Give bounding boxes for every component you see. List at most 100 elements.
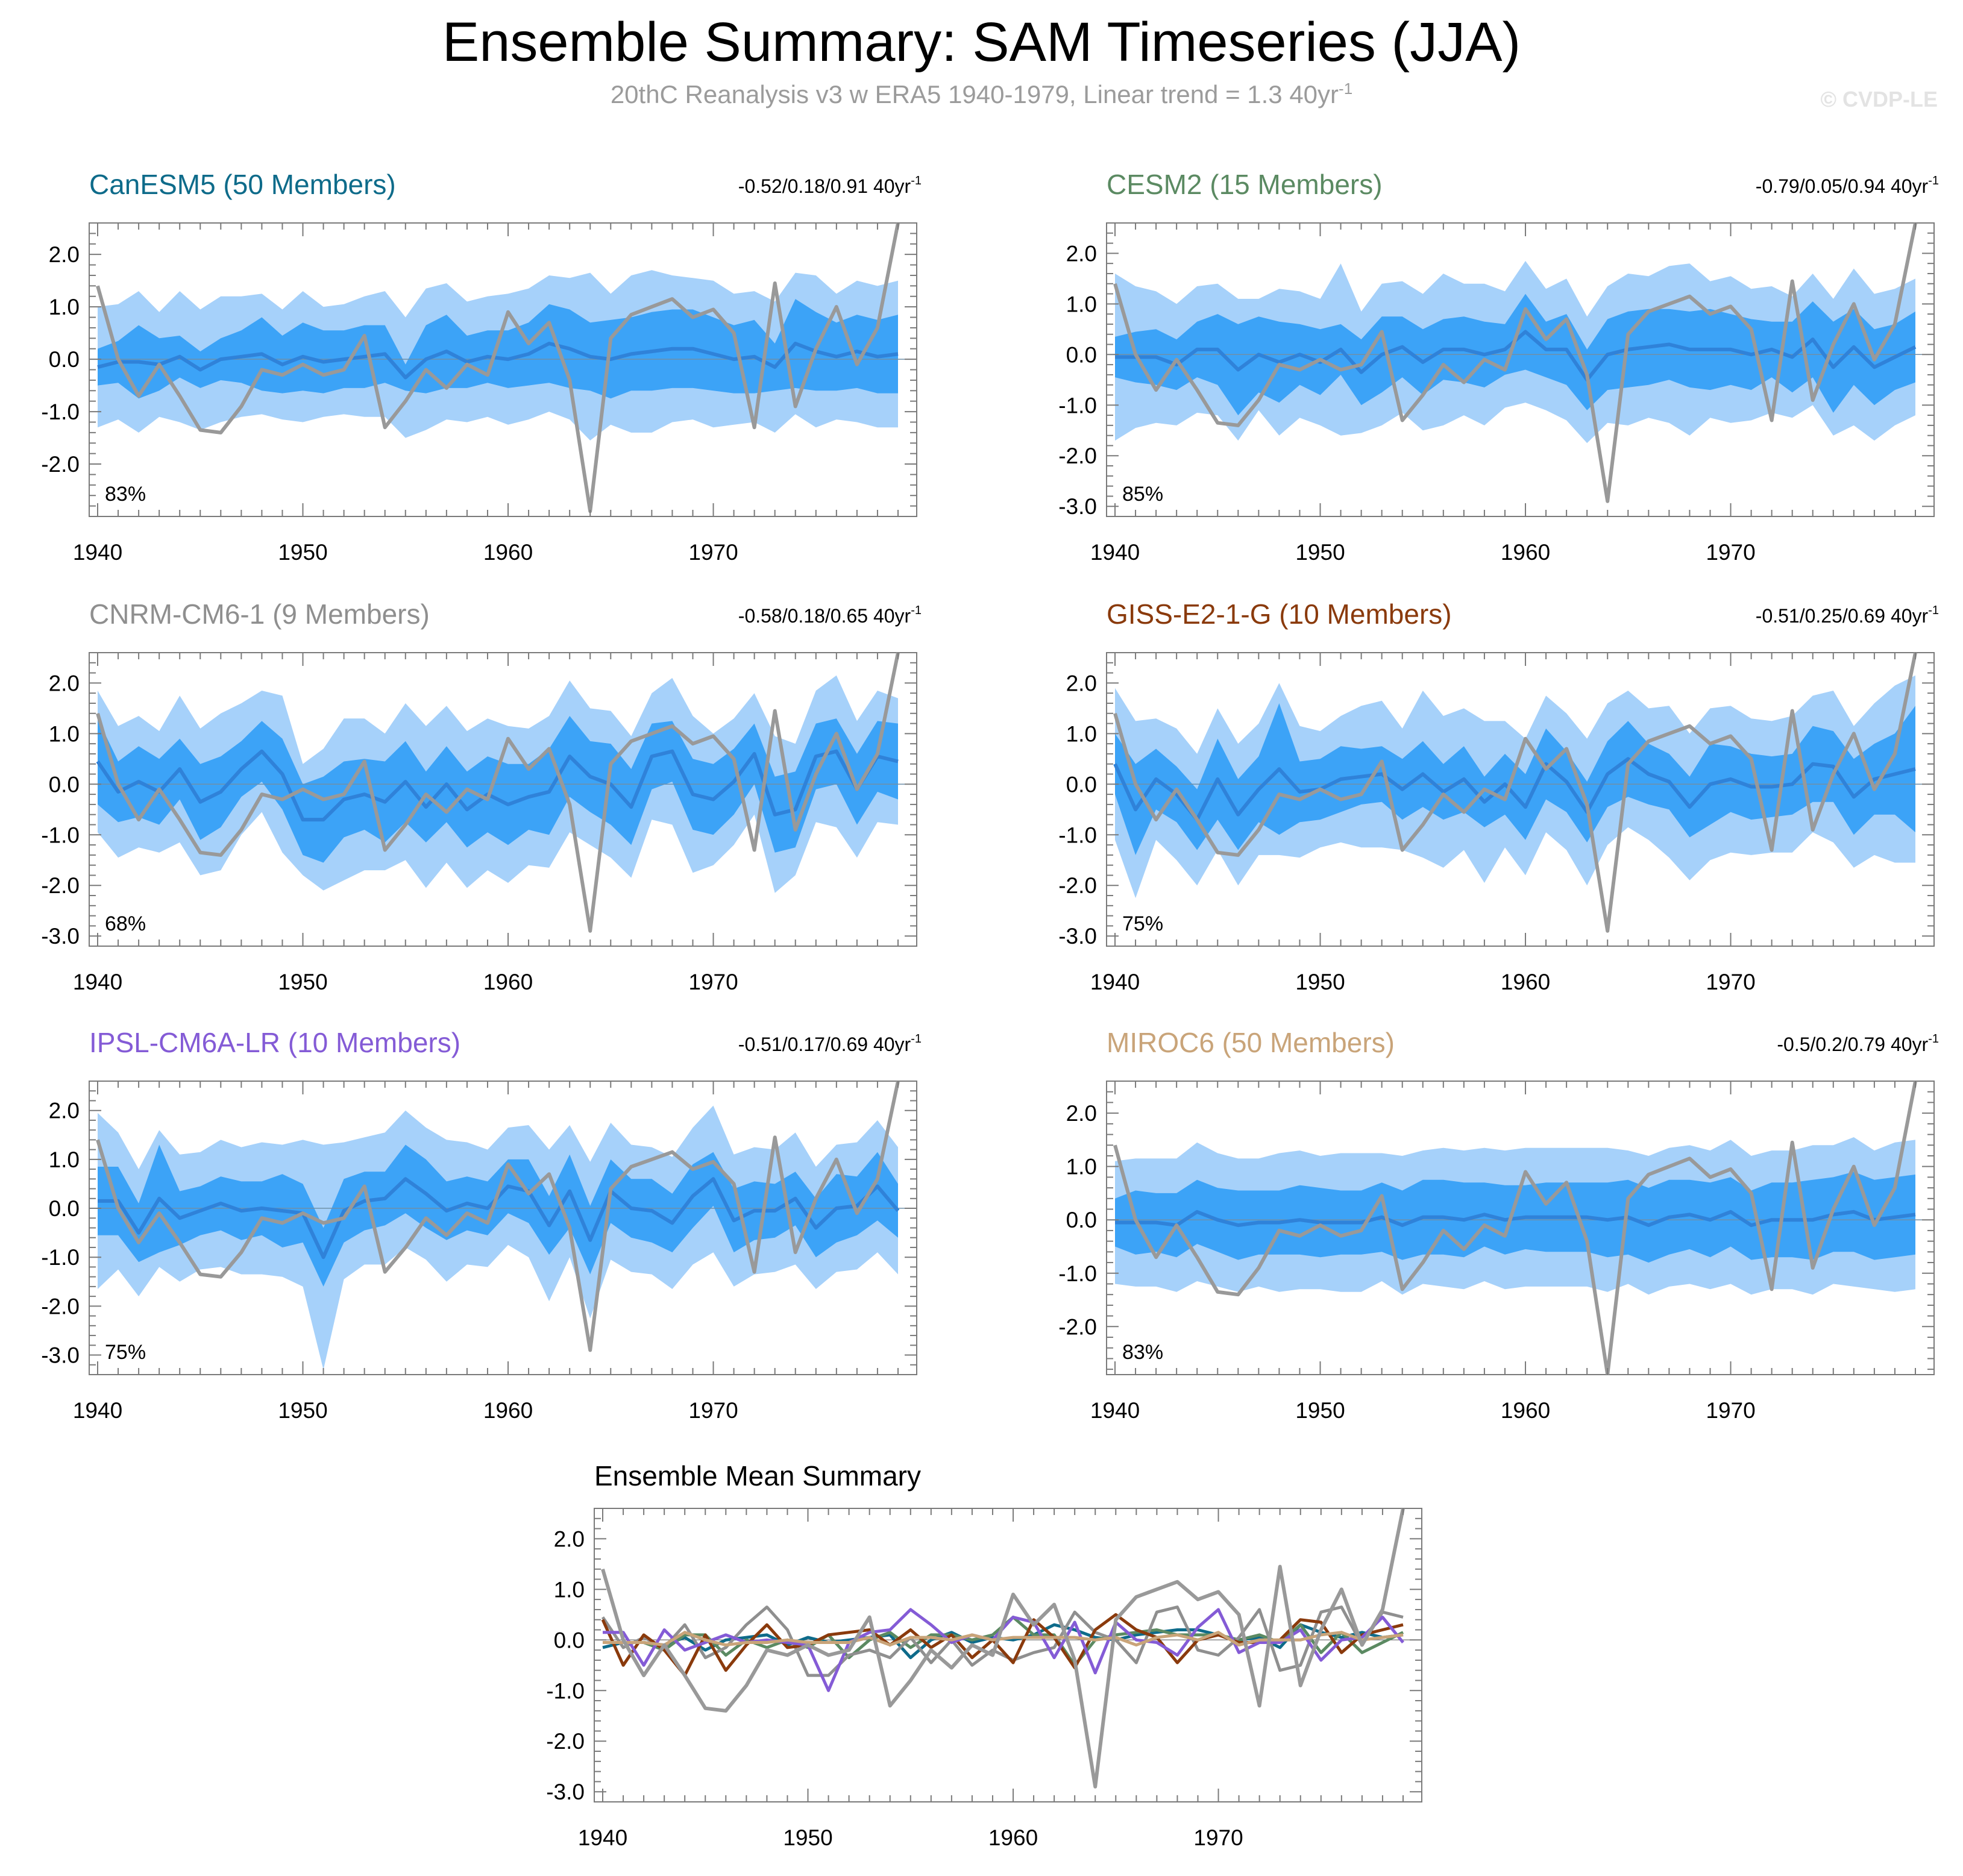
y-tick-label: -3.0: [1058, 924, 1097, 949]
watermark: © CVDP-LE: [1820, 87, 1938, 111]
x-tick-label: 1950: [1295, 1398, 1345, 1423]
y-tick-label: -1.0: [41, 1245, 80, 1270]
y-tick-label: -1.0: [41, 823, 80, 847]
y-tick-label: 2.0: [1066, 241, 1097, 266]
chart-panel-2: -3.0 -2.0 -1.0 0.0 1.0 2.0 1940 1950 1960 1970 CES…: [1058, 169, 1939, 565]
x-tick-label: 1940: [73, 1398, 122, 1423]
plot-data-area: [1107, 223, 1934, 503]
panel-title: CESM2 (15 Members): [1107, 169, 1383, 200]
page-title: Ensemble Summary: SAM Timeseries (JJA): [442, 11, 1521, 73]
y-tick-label: -1.0: [1058, 823, 1097, 847]
trend-label-text: -0.51/0.25/0.69 40yr: [1756, 605, 1929, 627]
y-tick-label: 0.0: [554, 1628, 585, 1652]
y-tick-label: -3.0: [41, 924, 80, 949]
x-tick-label: 1950: [1295, 970, 1345, 994]
trend-label: -0.52/0.18/0.91 40yr-1: [738, 174, 922, 197]
panel-title: Ensemble Mean Summary: [594, 1460, 921, 1492]
y-tick-label: -1.0: [1058, 393, 1097, 418]
x-tick-label: 1940: [1090, 970, 1140, 994]
observations-line: [96, 1081, 900, 1352]
chart-panel-5: -3.0 -2.0 -1.0 0.0 1.0 2.0 1940 1950 1960 1970 IPS…: [41, 1027, 922, 1423]
y-tick-label: -1.0: [1058, 1261, 1097, 1286]
panel-title: IPSL-CM6A-LR (10 Members): [89, 1027, 460, 1058]
percent-label: 85%: [1122, 483, 1163, 506]
panel-title: CanESM5 (50 Members): [89, 169, 396, 200]
panel-title: MIROC6 (50 Members): [1107, 1027, 1395, 1058]
y-tick-label: -2.0: [1058, 873, 1097, 898]
y-tick-label: -2.0: [41, 1294, 80, 1319]
x-tick-label: 1940: [578, 1825, 627, 1850]
trend-label-superscript: -1: [911, 604, 922, 617]
y-tick-label: 1.0: [49, 1147, 80, 1172]
observations-line: [96, 653, 900, 933]
chart-panel-3: -3.0 -2.0 -1.0 0.0 1.0 2.0 1940 1950 1960 1970 CNR…: [41, 598, 922, 994]
y-tick-label: 2.0: [554, 1526, 585, 1551]
observations-line: [1113, 1081, 1917, 1375]
subtitle-text: 20thC Reanalysis v3 w ERA5 1940-1979, Li…: [610, 80, 1339, 108]
y-tick-label: -3.0: [546, 1780, 585, 1804]
y-tick-label: 1.0: [1066, 1155, 1097, 1179]
y-tick-label: 0.0: [1066, 772, 1097, 797]
trend-label-superscript: -1: [1928, 1032, 1939, 1046]
x-tick-label: 1950: [1295, 540, 1345, 565]
chart-panel-7: -3.0 -2.0 -1.0 0.0 1.0 2.0 1940 1950 1960 1970 Ens…: [546, 1460, 1422, 1850]
y-tick-label: 1.0: [49, 295, 80, 319]
plot-data-area: [89, 653, 917, 933]
x-tick-label: 1970: [1706, 540, 1755, 565]
plot-data-area: [1107, 653, 1934, 933]
y-tick-label: -2.0: [1058, 444, 1097, 468]
plot-data-area: [89, 1081, 917, 1370]
x-tick-label: 1940: [73, 970, 122, 994]
y-tick-label: 0.0: [1066, 1208, 1097, 1232]
ensemble-spread-inner-band: [98, 716, 898, 863]
ensemble-spread-inner-band: [98, 1144, 898, 1287]
y-tick-label: -2.0: [546, 1729, 585, 1754]
y-tick-label: -2.0: [41, 873, 80, 898]
ensemble-spread-inner-band: [1115, 703, 1915, 855]
x-tick-label: 1970: [1706, 1398, 1755, 1423]
x-tick-label: 1970: [688, 540, 738, 565]
percent-label: 83%: [105, 483, 146, 506]
trend-label-text: -0.5/0.2/0.79 40yr: [1777, 1034, 1928, 1055]
trend-label-superscript: -1: [911, 1032, 922, 1046]
y-tick-label: 0.0: [49, 1196, 80, 1221]
x-tick-label: 1960: [1501, 1398, 1550, 1423]
trend-label-text: -0.51/0.17/0.69 40yr: [738, 1034, 911, 1055]
percent-label: 83%: [1122, 1341, 1163, 1364]
y-tick-label: 1.0: [49, 721, 80, 746]
plot-data-area: [594, 1508, 1422, 1789]
y-tick-label: 1.0: [1066, 292, 1097, 316]
trend-label: -0.5/0.2/0.79 40yr-1: [1777, 1032, 1939, 1055]
x-tick-label: 1960: [483, 540, 533, 565]
trend-label: -0.51/0.25/0.69 40yr-1: [1756, 604, 1939, 627]
x-tick-label: 1950: [278, 1398, 327, 1423]
x-tick-label: 1960: [1501, 970, 1550, 994]
y-tick-label: 1.0: [1066, 721, 1097, 746]
trend-label-text: -0.52/0.18/0.91 40yr: [738, 175, 911, 197]
y-tick-label: 2.0: [49, 1099, 80, 1123]
observations-line: [96, 223, 900, 513]
x-tick-label: 1940: [73, 540, 122, 565]
y-tick-label: -1.0: [546, 1678, 585, 1703]
x-tick-label: 1940: [1090, 1398, 1140, 1423]
x-tick-label: 1970: [688, 1398, 738, 1423]
y-tick-label: 0.0: [49, 347, 80, 372]
y-tick-label: -2.0: [41, 452, 80, 477]
chart-panel-6: -2.0 -1.0 0.0 1.0 2.0 1940 1950 1960 1970 MIROC6 …: [1058, 1027, 1939, 1423]
x-tick-label: 1960: [988, 1825, 1038, 1850]
chart-panel-4: -3.0 -2.0 -1.0 0.0 1.0 2.0 1940 1950 1960 1970 GIS…: [1058, 598, 1939, 994]
y-tick-label: 2.0: [49, 242, 80, 267]
y-tick-label: 0.0: [1066, 342, 1097, 367]
trend-label-text: -0.58/0.18/0.65 40yr: [738, 605, 911, 627]
observations-line: [601, 1508, 1405, 1789]
observations-line: [1113, 223, 1917, 503]
y-tick-label: 2.0: [1066, 671, 1097, 695]
chart-panel-1: -2.0 -1.0 0.0 1.0 2.0 1940 1950 1960 1970 CanESM5…: [41, 169, 922, 565]
x-tick-label: 1960: [1501, 540, 1550, 565]
panel-title: CNRM-CM6-1 (9 Members): [89, 598, 430, 630]
x-tick-label: 1970: [1706, 970, 1755, 994]
x-tick-label: 1970: [688, 970, 738, 994]
trend-label: -0.58/0.18/0.65 40yr-1: [738, 604, 922, 627]
percent-label: 75%: [1122, 912, 1163, 935]
percent-label: 68%: [105, 912, 146, 935]
